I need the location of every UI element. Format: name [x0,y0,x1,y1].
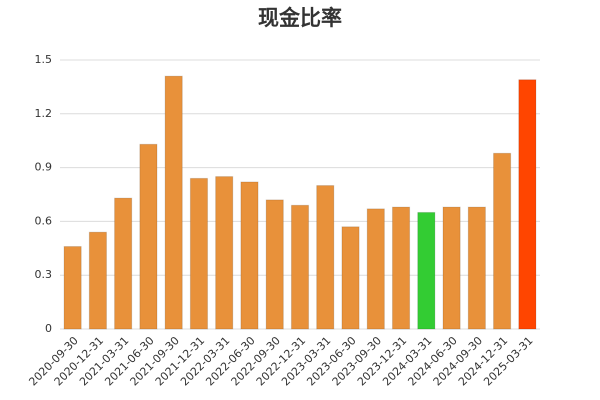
bar [265,199,284,330]
y-tick-label: 1.5 [35,53,53,66]
bar [88,231,107,330]
bar [164,75,183,330]
chart-title: 现金比率 [258,6,342,30]
bar [316,185,335,330]
y-tick-label: 1.2 [35,107,53,120]
bar [290,204,310,330]
bar [366,208,385,330]
bar [63,246,82,330]
bar [215,176,234,330]
bar [442,206,461,330]
bar [240,181,259,330]
bar [341,226,360,330]
bar [391,206,411,330]
y-tick-label: 0 [45,322,52,335]
y-tick-label: 0.3 [35,268,53,281]
y-tick-label: 0.9 [35,161,53,174]
bar [139,143,158,330]
bar [518,79,537,330]
bar [114,197,133,330]
bar [493,152,512,330]
bar [417,211,436,330]
y-tick-label: 0.6 [35,214,53,227]
bar [189,177,209,330]
bar [467,206,486,330]
